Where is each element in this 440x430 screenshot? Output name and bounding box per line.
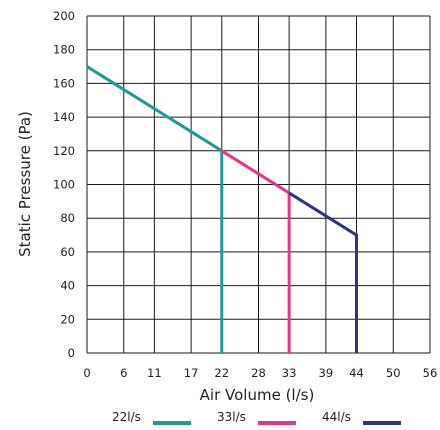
y-tick-label: 180 (53, 43, 75, 57)
x-tick-label: 6 (120, 366, 127, 380)
x-tick-label: 0 (83, 366, 90, 380)
x-tick-label: 33 (282, 366, 297, 380)
x-tick-label: 56 (423, 366, 438, 380)
series-line-44ls (288, 191, 358, 353)
legend-swatch (153, 421, 191, 425)
y-tick-label: 100 (53, 178, 75, 192)
legend-label: 44l/s (322, 410, 351, 424)
x-tick-label: 17 (184, 366, 199, 380)
y-tick-label: 160 (53, 76, 75, 90)
y-tick-label: 140 (53, 110, 75, 124)
legend-label: 22l/s (112, 410, 141, 424)
x-tick-label: 22 (214, 366, 229, 380)
x-tick-label: 28 (251, 366, 266, 380)
legend-swatch (258, 421, 296, 425)
y-tick-label: 80 (60, 211, 75, 225)
grid (86, 15, 431, 354)
x-tick-labels: 0 6 11 17 22 28 33 39 44 50 56 (83, 366, 437, 380)
series-layer (86, 65, 358, 353)
y-axis-title: Static Pressure (Pa) (16, 111, 34, 257)
y-tick-label: 20 (60, 312, 75, 326)
y-tick-label: 0 (68, 346, 75, 360)
legend: 22l/s 33l/s 44l/s (112, 410, 401, 425)
y-tick-label: 60 (60, 245, 75, 259)
legend-label: 33l/s (217, 410, 246, 424)
y-tick-labels: 0 20 40 60 80 100 120 140 160 180 200 (53, 9, 75, 360)
x-tick-label: 11 (147, 366, 162, 380)
x-axis-title: Air Volume (l/s) (200, 386, 315, 404)
y-tick-label: 120 (53, 144, 75, 158)
x-tick-label: 39 (319, 366, 334, 380)
x-tick-label: 50 (386, 366, 401, 380)
legend-swatch (363, 421, 401, 425)
y-tick-label: 200 (53, 9, 75, 23)
y-tick-label: 40 (60, 279, 75, 293)
x-tick-label: 44 (349, 366, 364, 380)
